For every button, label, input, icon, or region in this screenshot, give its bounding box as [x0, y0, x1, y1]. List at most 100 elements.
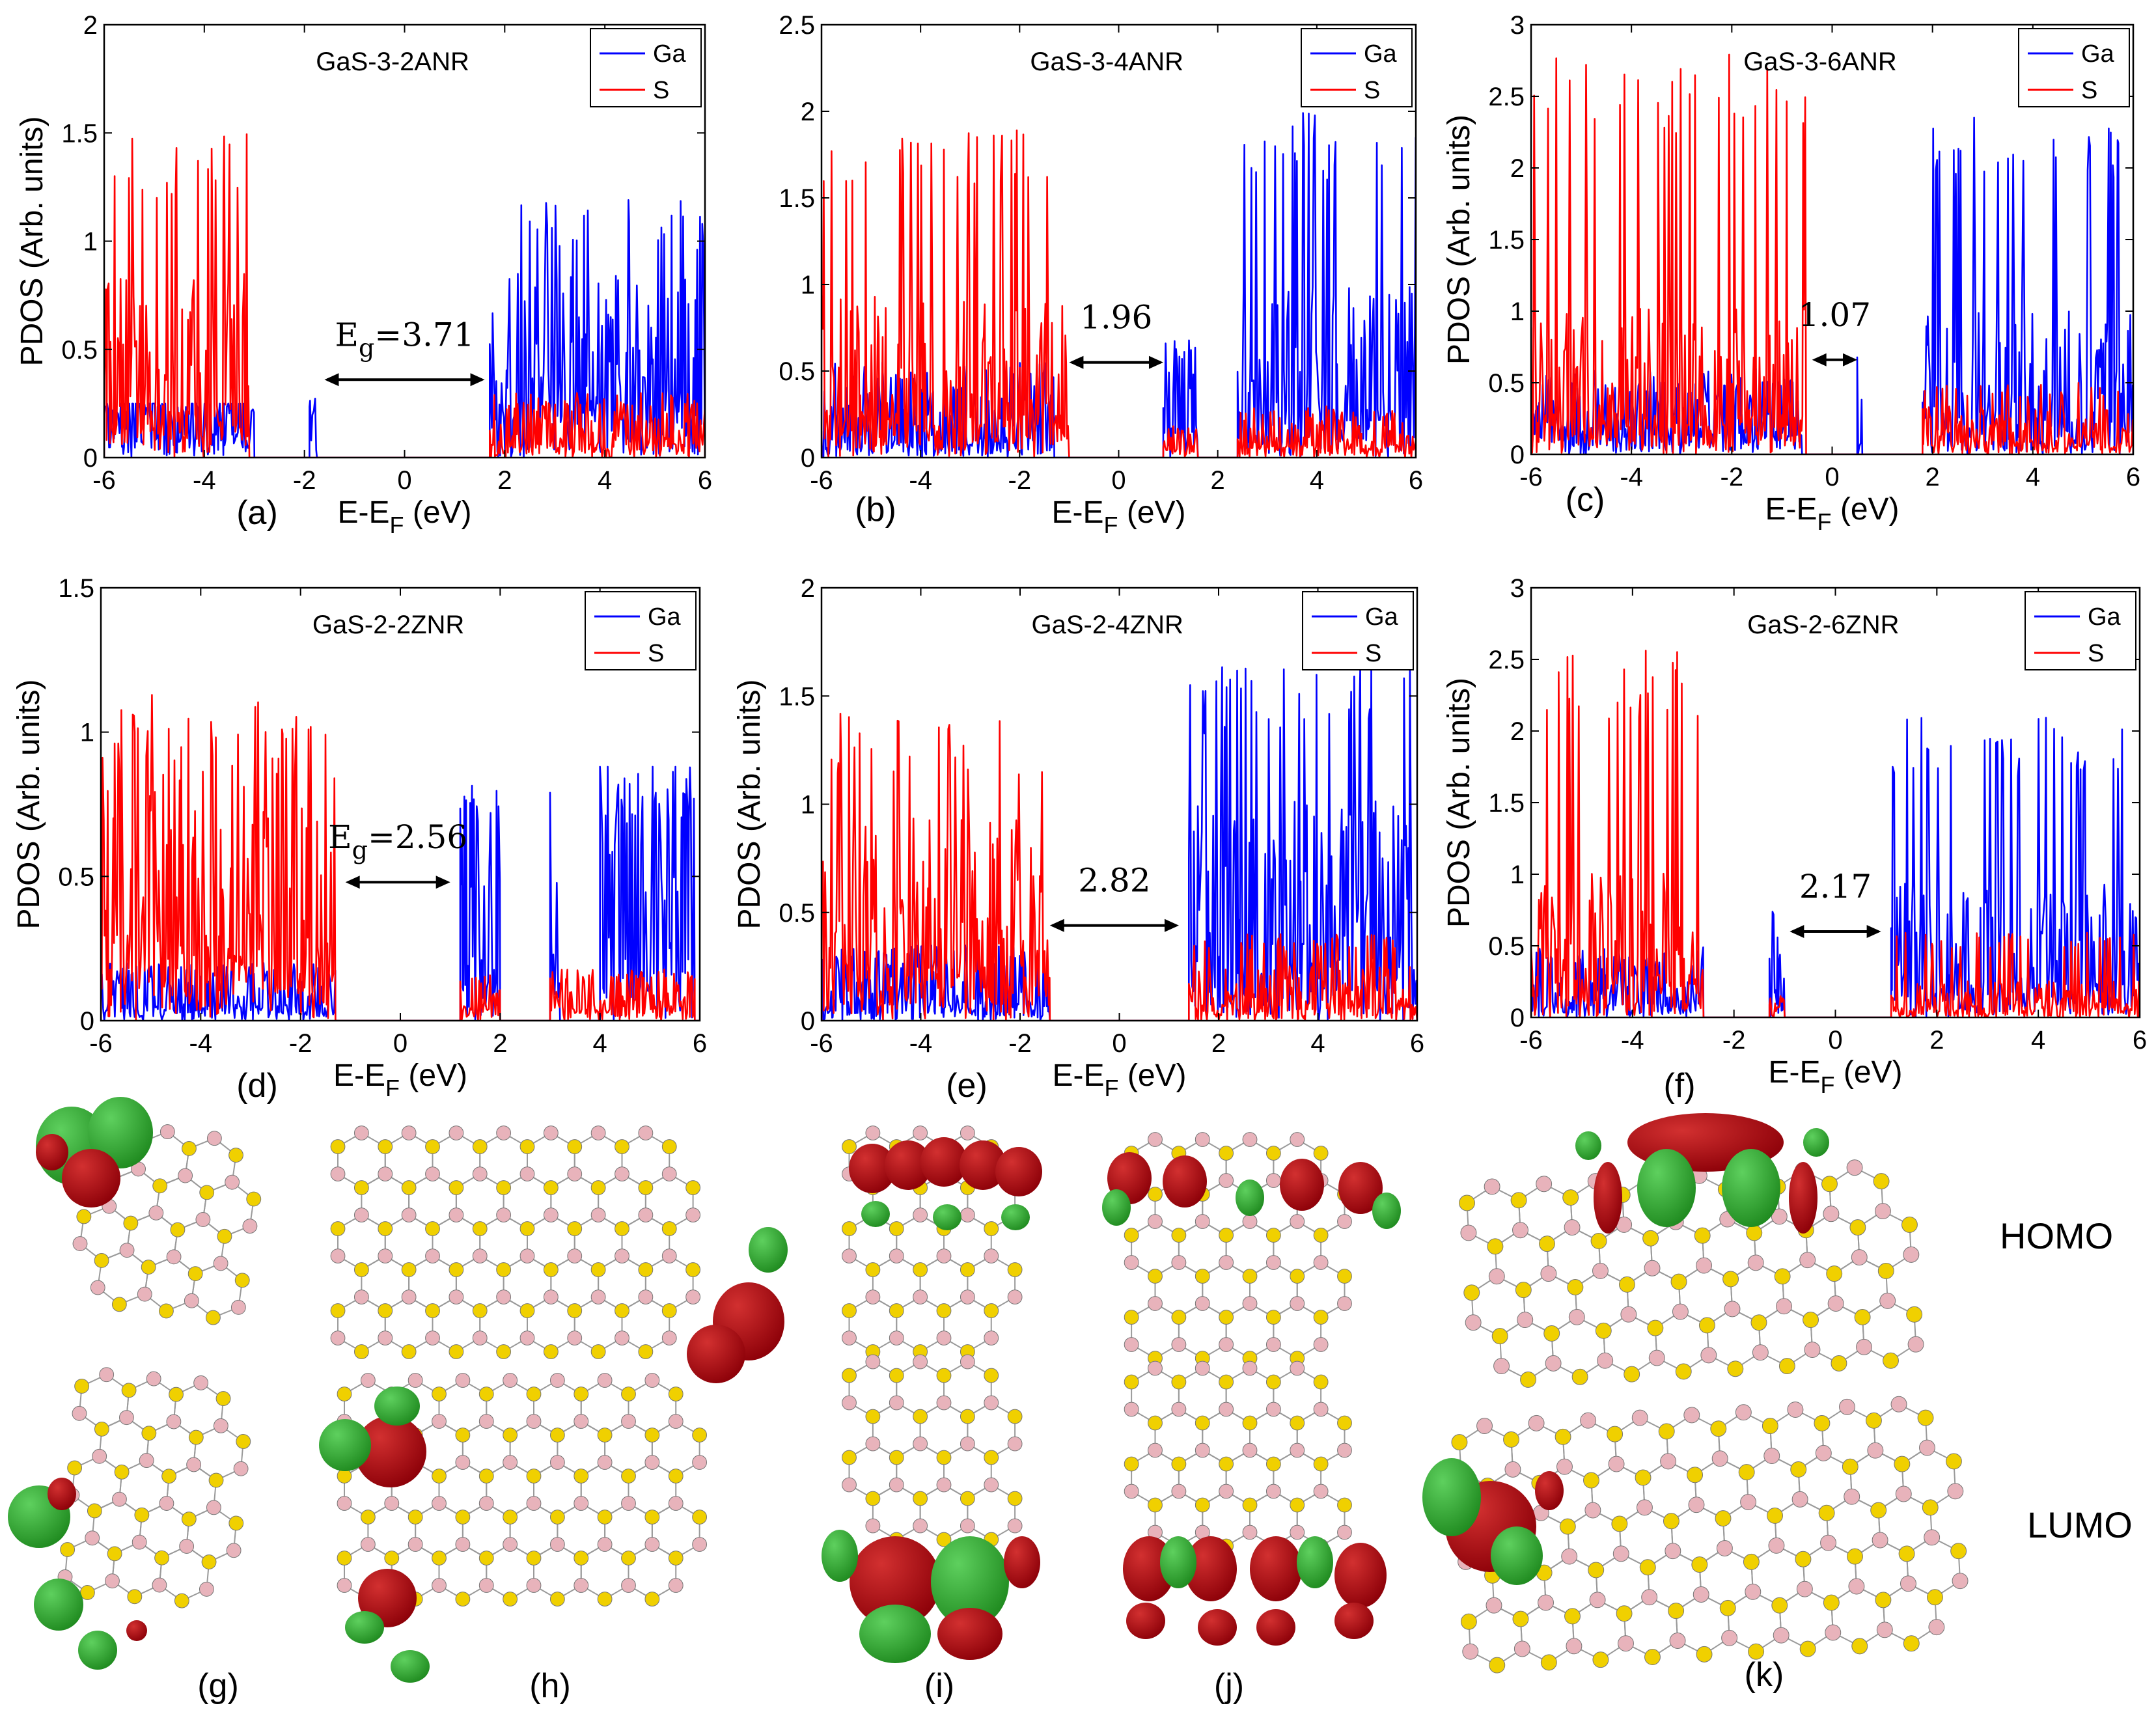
sulfur-atom — [543, 1262, 559, 1277]
sulfur-atom — [401, 1262, 417, 1277]
gallium-atom — [193, 1375, 209, 1390]
sulfur-atom — [984, 1303, 999, 1318]
gallium-atom — [865, 1290, 881, 1304]
x-axis-label-main: E-E — [333, 1058, 385, 1093]
gallium-atom — [644, 1537, 660, 1552]
gallium-atom — [1804, 1342, 1821, 1358]
x-tick-label: -4 — [909, 1029, 933, 1058]
sulfur-atom — [1774, 1268, 1791, 1285]
sulfur-atom — [1647, 1319, 1664, 1336]
bond — [1202, 1408, 1251, 1465]
gallium-atom — [455, 1373, 471, 1388]
bond — [509, 1420, 559, 1477]
sulfur-atom — [1219, 1456, 1234, 1472]
gallium-atom — [213, 1418, 228, 1433]
sulfur-atom — [1710, 1420, 1727, 1437]
bond — [896, 1360, 945, 1418]
bond — [479, 1296, 528, 1353]
y-tick-label: 0 — [80, 1007, 94, 1036]
homo-lobe-green — [1803, 1128, 1829, 1157]
gallium-atom — [105, 1573, 120, 1589]
legend-entry: Ga — [2088, 603, 2121, 631]
gallium-atom — [1337, 1525, 1352, 1540]
gallium-atom — [1851, 1249, 1868, 1266]
legend-entry: Ga — [1365, 603, 1399, 631]
gap-arrow — [1049, 918, 1179, 932]
gallium-atom — [478, 1578, 494, 1593]
x-tick-label: -6 — [92, 466, 116, 495]
bond — [872, 1255, 921, 1312]
lumo-lobe-green — [822, 1530, 858, 1582]
gallium-atom — [1763, 1448, 1780, 1464]
x-tick-label: -2 — [293, 466, 316, 495]
sulfur-atom — [208, 1472, 224, 1488]
bond — [533, 1543, 582, 1600]
sulfur-atom — [519, 1139, 535, 1154]
gallium-atom — [1124, 1484, 1139, 1499]
sulfur-atom — [1463, 1284, 1480, 1301]
gallium-atom — [1566, 1638, 1582, 1655]
gallium-atom — [184, 1293, 199, 1308]
gallium-atom — [661, 1166, 677, 1181]
gallium-atom — [1747, 1254, 1764, 1271]
x-axis-label-main: E-E — [1768, 1055, 1820, 1090]
sulfur-atom — [206, 1310, 221, 1325]
sulfur-atom — [337, 1387, 352, 1401]
gallium-atom — [378, 1249, 393, 1263]
x-tick-label: -6 — [1519, 1026, 1543, 1055]
gap-label: 2.17 — [1799, 868, 1872, 905]
gallium-atom — [178, 1168, 193, 1183]
sulfur-atom — [1767, 1507, 1784, 1524]
sulfur-atom — [889, 1450, 904, 1465]
homo-lobe-red — [1280, 1159, 1324, 1211]
homo-lobe-red — [36, 1134, 68, 1170]
gallium-atom — [166, 1249, 182, 1265]
gallium-atom — [692, 1537, 708, 1552]
bond — [479, 1132, 528, 1189]
x-tick-label: 6 — [2133, 1026, 2147, 1055]
x-tick-label: 6 — [2126, 463, 2140, 491]
legend-entry: S — [1365, 640, 1381, 667]
homo-lobe-red — [920, 1137, 967, 1187]
lumo-lobe-green — [859, 1605, 931, 1663]
y-tick-label: 1 — [1510, 861, 1525, 889]
gallium-atom — [337, 1496, 352, 1511]
x-tick-label: -6 — [810, 466, 833, 495]
gap-label: 2.82 — [1078, 862, 1150, 900]
gallium-atom — [186, 1457, 202, 1472]
gap-label-main: E — [328, 818, 352, 856]
gallium-atom — [72, 1405, 87, 1421]
gallium-atom — [1648, 1349, 1665, 1366]
sulfur-atom — [378, 1303, 393, 1318]
homo-lobe-red — [687, 1325, 745, 1383]
gallium-atom — [1641, 1589, 1658, 1606]
orbital-panel-label: (g) — [197, 1667, 239, 1705]
bond — [1131, 1449, 1180, 1506]
sulfur-atom — [567, 1303, 583, 1318]
sulfur-atom — [936, 1368, 952, 1383]
bond — [919, 1255, 969, 1312]
sulfur-atom — [182, 1141, 197, 1156]
gallium-atom — [590, 1208, 606, 1222]
panel-label: (f) — [1663, 1067, 1695, 1105]
gallium-atom — [408, 1537, 423, 1552]
gallium-atom — [92, 1448, 107, 1464]
sulfur-atom — [1696, 1646, 1713, 1663]
sulfur-atom — [842, 1139, 857, 1154]
gallium-atom — [1636, 1499, 1653, 1516]
sulfur-atom — [1799, 1640, 1816, 1657]
sulfur-atom — [597, 1428, 613, 1442]
sulfur-atom — [984, 1450, 999, 1465]
y-tick-label: 0.5 — [1488, 369, 1525, 398]
gallium-atom — [1924, 1529, 1941, 1546]
gallium-atom — [1561, 1548, 1578, 1565]
gallium-atom — [1545, 1355, 1562, 1372]
chart-d: -6 -4 -2 0 2 4 6 0 0.5 1 1.5 PDOS (Arb. units) E-EF … — [12, 574, 707, 1105]
sulfur-atom — [1124, 1374, 1139, 1390]
sulfur-atom — [842, 1221, 857, 1236]
sulfur-atom — [1842, 1458, 1859, 1475]
x-axis-label-sub: F — [1821, 1071, 1835, 1098]
gallium-atom — [936, 1249, 952, 1263]
sulfur-atom — [503, 1510, 518, 1525]
